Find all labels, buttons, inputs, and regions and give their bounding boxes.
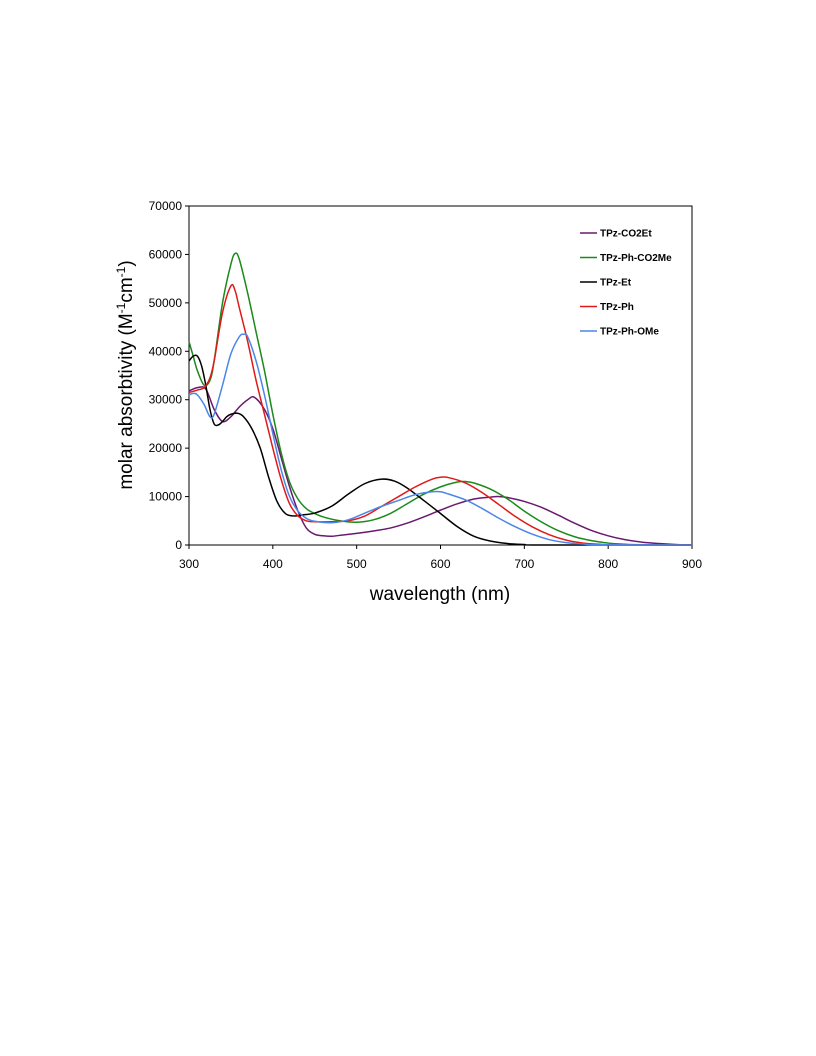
y-axis-title-part-2: cm	[116, 277, 137, 302]
series-line-tpz-ph	[188, 283, 693, 546]
legend-label-tpz-ph-co2me: TPz-Ph-CO2Me	[600, 253, 672, 264]
legend-label-tpz-et: TPz-Et	[600, 278, 632, 289]
series-line-tpz-co2et	[188, 386, 693, 546]
y-axis: 0 10000 20000 30000 40000 50000 60000 70000	[149, 199, 189, 552]
x-tick-label: 400	[263, 557, 283, 571]
y-tick-label: 60000	[149, 247, 183, 261]
x-axis-title: wavelength (nm)	[369, 584, 510, 605]
y-tick-label: 20000	[149, 441, 183, 455]
x-tick-label: 700	[514, 557, 534, 571]
x-tick-label: 500	[347, 557, 367, 571]
legend-label-tpz-co2et: TPz-CO2Et	[600, 229, 652, 240]
series-line-tpz-et	[188, 354, 693, 546]
series-layer	[188, 252, 693, 546]
y-tick-label: 50000	[149, 296, 183, 310]
y-tick-label: 30000	[149, 393, 183, 407]
series-line-tpz-ph-co2me	[188, 252, 693, 546]
y-axis-title-part-3: )	[116, 260, 137, 266]
y-tick-label: 0	[175, 538, 182, 552]
y-axis-title-sup-1: -1	[114, 302, 128, 313]
legend-label-tpz-ph: TPz-Ph	[600, 302, 634, 313]
legend: TPz-CO2Et TPz-Ph-CO2Me TPz-Et TPz-Ph TPz-Ph-…	[580, 229, 672, 338]
y-tick-label: 70000	[149, 199, 183, 213]
x-tick-label: 900	[682, 557, 702, 571]
y-axis-title-sup-2: -1	[114, 266, 128, 277]
x-tick-label: 600	[430, 557, 450, 571]
series-line-tpz-ph-ome	[188, 333, 693, 546]
y-tick-label: 10000	[149, 490, 183, 504]
legend-label-tpz-ph-ome: TPz-Ph-OMe	[600, 327, 659, 338]
y-axis-title: molar absorbtivity (M-1cm-1)	[114, 260, 137, 489]
y-axis-title-part-1: molar absorbtivity (M	[116, 313, 137, 489]
x-axis: 300 400 500 600 700 800 900	[179, 545, 702, 571]
y-tick-label: 40000	[149, 344, 183, 358]
x-tick-label: 300	[179, 557, 199, 571]
x-tick-label: 800	[598, 557, 618, 571]
